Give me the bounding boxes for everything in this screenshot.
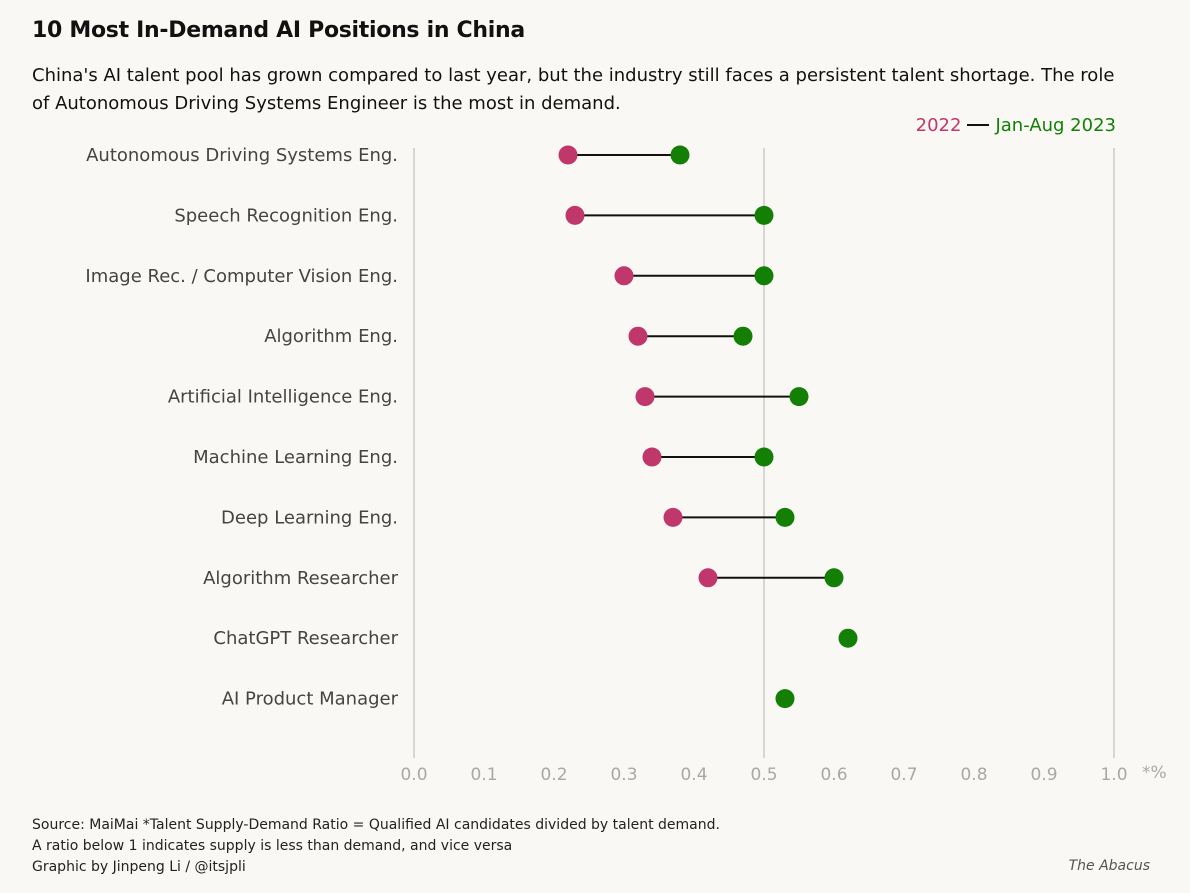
dot-2022 bbox=[565, 205, 585, 225]
category-label: Deep Learning Eng. bbox=[221, 507, 398, 528]
x-tick-label: 0.3 bbox=[610, 765, 637, 785]
legend-2023-label: Jan-Aug 2023 bbox=[995, 115, 1116, 136]
dot-2022 bbox=[663, 507, 683, 527]
footer-byline: Graphic by Jinpeng Li / @itsjpli bbox=[32, 859, 246, 875]
footer-credit: The Abacus bbox=[1068, 858, 1150, 874]
dot-2023 bbox=[754, 205, 774, 225]
dot-2023 bbox=[789, 387, 809, 407]
dot-2022 bbox=[628, 326, 648, 346]
category-label: Artificial Intelligence Eng. bbox=[168, 387, 398, 408]
dot-2023 bbox=[824, 568, 844, 588]
x-tick-label: 1.0 bbox=[1100, 765, 1127, 785]
footer-source: Source: MaiMai *Talent Supply-Demand Rat… bbox=[32, 817, 720, 833]
x-unit-label: *% bbox=[1142, 763, 1167, 783]
x-tick-label: 0.9 bbox=[1030, 765, 1057, 785]
dot-2023 bbox=[670, 145, 690, 165]
dot-2023 bbox=[733, 326, 753, 346]
dot-2023 bbox=[754, 266, 774, 286]
dot-2022 bbox=[558, 145, 578, 165]
dot-2022 bbox=[698, 568, 718, 588]
category-label: Algorithm Researcher bbox=[203, 568, 399, 589]
dot-2023 bbox=[754, 447, 774, 467]
dot-2022 bbox=[614, 266, 634, 286]
category-label: Algorithm Eng. bbox=[264, 326, 398, 347]
dot-2022 bbox=[635, 387, 655, 407]
category-label: Machine Learning Eng. bbox=[193, 447, 398, 468]
x-tick-label: 0.7 bbox=[890, 765, 917, 785]
dot-2023 bbox=[775, 507, 795, 527]
category-label: Speech Recognition Eng. bbox=[174, 205, 398, 226]
x-tick-label: 0.0 bbox=[400, 765, 427, 785]
x-tick-label: 0.4 bbox=[680, 765, 707, 785]
category-label: Autonomous Driving Systems Eng. bbox=[86, 145, 398, 166]
x-tick-label: 0.8 bbox=[960, 765, 987, 785]
legend-2022-label: 2022 bbox=[915, 115, 962, 136]
dot-2023 bbox=[838, 628, 858, 648]
x-tick-label: 0.1 bbox=[470, 765, 497, 785]
category-label: AI Product Manager bbox=[222, 689, 399, 710]
x-tick-label: 0.5 bbox=[750, 765, 777, 785]
chart-subtitle: China's AI talent pool has grown compare… bbox=[32, 65, 1115, 114]
chart-title: 10 Most In-Demand AI Positions in China bbox=[32, 18, 525, 43]
x-tick-label: 0.6 bbox=[820, 765, 847, 785]
category-label: ChatGPT Researcher bbox=[213, 628, 398, 649]
x-tick-label: 0.2 bbox=[540, 765, 567, 785]
footer-ratio-note: A ratio below 1 indicates supply is less… bbox=[32, 838, 513, 854]
category-label: Image Rec. / Computer Vision Eng. bbox=[85, 266, 398, 287]
dot-2023 bbox=[775, 689, 795, 709]
legend: 2022 Jan-Aug 2023 bbox=[916, 115, 1116, 136]
dot-2022 bbox=[642, 447, 662, 467]
footer-notes: Source: MaiMai *Talent Supply-Demand Rat… bbox=[32, 815, 720, 878]
legend-connector-icon bbox=[967, 123, 990, 126]
